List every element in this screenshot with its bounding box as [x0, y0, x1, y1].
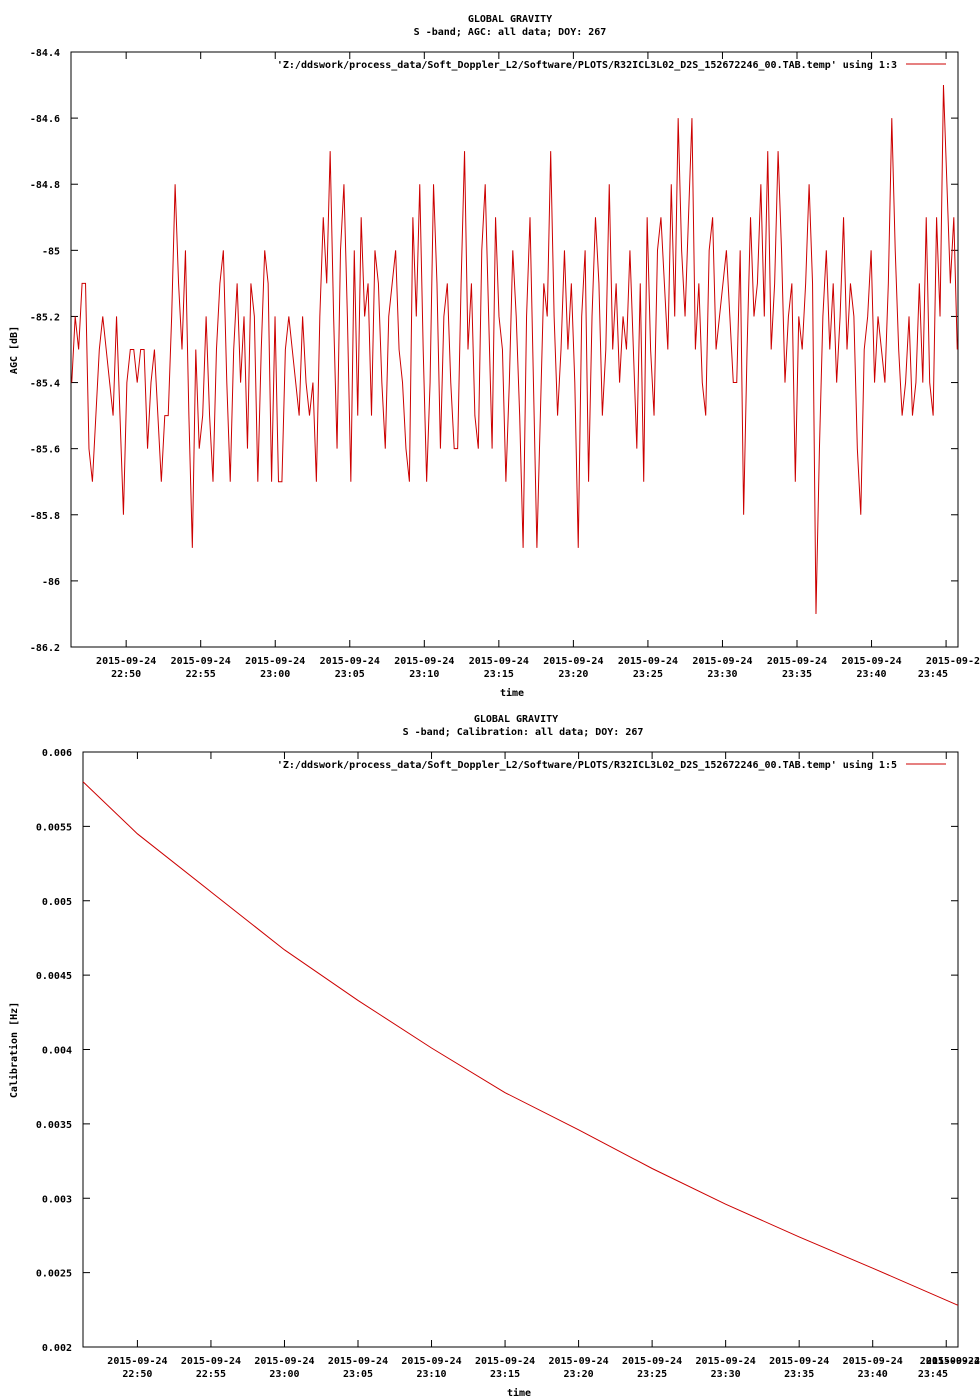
x-ticks: 2015-09-24 22:50 2015-09-24 22:55 2015-09-24…: [96, 52, 980, 680]
x-tick-time: 23:35: [782, 669, 812, 680]
x-tick-time: 23:25: [637, 1369, 667, 1380]
x-tick-time: 23:25: [633, 669, 663, 680]
x-tick-time: 23:10: [416, 1369, 446, 1380]
series-group: [82, 781, 959, 1306]
x-tick-time: 23:05: [343, 1369, 373, 1380]
chart-subtitle: S -band; Calibration: all data; DOY: 267: [403, 726, 644, 738]
y-tick-label: 0.003: [42, 1194, 72, 1205]
x-tick-time: 22:50: [122, 1369, 152, 1380]
y-tick-label: 0.002: [42, 1343, 72, 1354]
y-tick-label: 0.0045: [36, 971, 72, 982]
x-tick-date: 2015-09-24: [401, 1356, 461, 1367]
y-tick-label: 0.0055: [36, 822, 72, 833]
x-tick-time: 22:50: [111, 669, 141, 680]
x-tick-time: 23:40: [858, 1369, 888, 1380]
x-tick-date: 2015-09-24: [841, 656, 901, 667]
chart-title: GLOBAL GRAVITY: [468, 14, 552, 25]
y-ticks: 0.006 0.0055 0.005 0.0045 0.004 0.0035 0.003 0.…: [36, 748, 958, 1354]
series-line: [82, 781, 959, 1306]
y-tick-label: 0.005: [42, 897, 72, 908]
y-tick-label: -85.8: [30, 511, 60, 522]
x-tick-date: 2015-09-24: [394, 656, 454, 667]
y-tick-label: -86.2: [30, 643, 60, 654]
x-tick-date: 2015-09-24: [328, 1356, 388, 1367]
x-tick-date: 2015-09-24: [245, 656, 305, 667]
x-tick-time: 23:10: [409, 669, 439, 680]
x-tick-date: 2015-09-24: [107, 1356, 167, 1367]
x-tick-time: 23:30: [707, 669, 737, 680]
x-tick-time: 23:45: [918, 1369, 948, 1380]
y-axis-label: Calibration [Hz]: [8, 1002, 20, 1098]
x-tick-time: 23:20: [564, 1369, 594, 1380]
x-tick-date: 2015-09-24: [769, 1356, 829, 1367]
x-axis-label: time: [500, 687, 524, 699]
x-tick-time: 23:30: [711, 1369, 741, 1380]
x-tick-date: 2015-09-24: [696, 1356, 756, 1367]
x-tick-date: 2015-09-24: [320, 656, 380, 667]
x-tick-date: 2015-09-24: [96, 656, 156, 667]
series-line: [71, 85, 958, 614]
x-tick-time: 23:35: [784, 1369, 814, 1380]
x-ticks: 2015-09-24 22:50 2015-09-24 22:55 2015-09-24…: [107, 752, 980, 1380]
chart-subtitle: S -band; AGC: all data; DOY: 267: [414, 27, 607, 38]
x-tick-date: 2015-09-24: [622, 1356, 682, 1367]
y-tick-label: -85.2: [30, 312, 60, 323]
x-tick-date: 2015-09-24: [254, 1356, 314, 1367]
x-tick-time: 23:20: [558, 669, 588, 680]
x-tick-date: 2015-09-24: [767, 656, 827, 667]
plot-frame: [70, 51, 959, 648]
x-tick-time: 22:55: [186, 669, 216, 680]
x-tick-time: 23:00: [260, 669, 290, 680]
legend: 'Z:/ddswork/process_data/Soft_Doppler_L2…: [277, 59, 946, 71]
x-tick-time: 23:00: [269, 1369, 299, 1380]
x-axis-label: time: [507, 1387, 531, 1399]
x-tick-date: 2015-09-24: [475, 1356, 535, 1367]
x-tick-time: 23:05: [335, 669, 365, 680]
y-tick-label: 0.0035: [36, 1120, 72, 1131]
x-tick-date: 2015-09-24: [171, 656, 231, 667]
plot-frame: [82, 751, 959, 1348]
y-tick-label: -85: [42, 246, 60, 257]
y-tick-label: -84.8: [30, 180, 60, 191]
x-tick-date: 2015-09-24: [920, 1356, 980, 1367]
agc-chart: GLOBAL GRAVITY S -band; AGC: all data; D…: [9, 14, 980, 699]
x-tick-time: 23:40: [856, 669, 886, 680]
legend-entry: 'Z:/ddswork/process_data/Soft_Doppler_L2…: [277, 759, 897, 771]
y-ticks: -84.4 -84.6 -84.8 -85 -85.2 -85.4 -85.6 -85.8 -8…: [30, 48, 958, 654]
chart-title: GLOBAL GRAVITY: [474, 714, 558, 725]
y-tick-label: 0.006: [42, 748, 72, 759]
y-tick-label: -85.4: [30, 379, 60, 390]
y-axis-label: AGC [dB]: [9, 326, 20, 374]
x-tick-date: 2015-09-24: [543, 656, 603, 667]
legend: 'Z:/ddswork/process_data/Soft_Doppler_L2…: [277, 759, 946, 771]
x-tick-date: 2015-09-2: [926, 656, 980, 667]
y-tick-label: 0.0025: [36, 1269, 72, 1280]
calibration-chart: GLOBAL GRAVITY S -band; Calibration: all…: [8, 714, 980, 1399]
y-tick-label: -84.6: [30, 114, 60, 125]
x-tick-time: 23:45: [918, 669, 948, 680]
series-group: [71, 85, 958, 614]
y-tick-label: 0.004: [42, 1046, 72, 1057]
x-tick-date: 2015-09-24: [469, 656, 529, 667]
x-tick-date: 2015-09-24: [843, 1356, 903, 1367]
y-tick-label: -84.4: [30, 48, 60, 59]
x-tick-date: 2015-09-24: [548, 1356, 608, 1367]
x-tick-time: 23:15: [490, 1369, 520, 1380]
x-tick-time: 23:15: [484, 669, 514, 680]
x-tick-date: 2015-09-24: [692, 656, 752, 667]
x-tick-date: 2015-09-2: [926, 1356, 980, 1367]
x-tick-date: 2015-09-24: [618, 656, 678, 667]
y-tick-label: -85.6: [30, 445, 60, 456]
legend-entry: 'Z:/ddswork/process_data/Soft_Doppler_L2…: [277, 59, 897, 71]
x-tick-date: 2015-09-24: [181, 1356, 241, 1367]
x-tick-time: 22:55: [196, 1369, 226, 1380]
y-tick-label: -86: [42, 577, 60, 588]
